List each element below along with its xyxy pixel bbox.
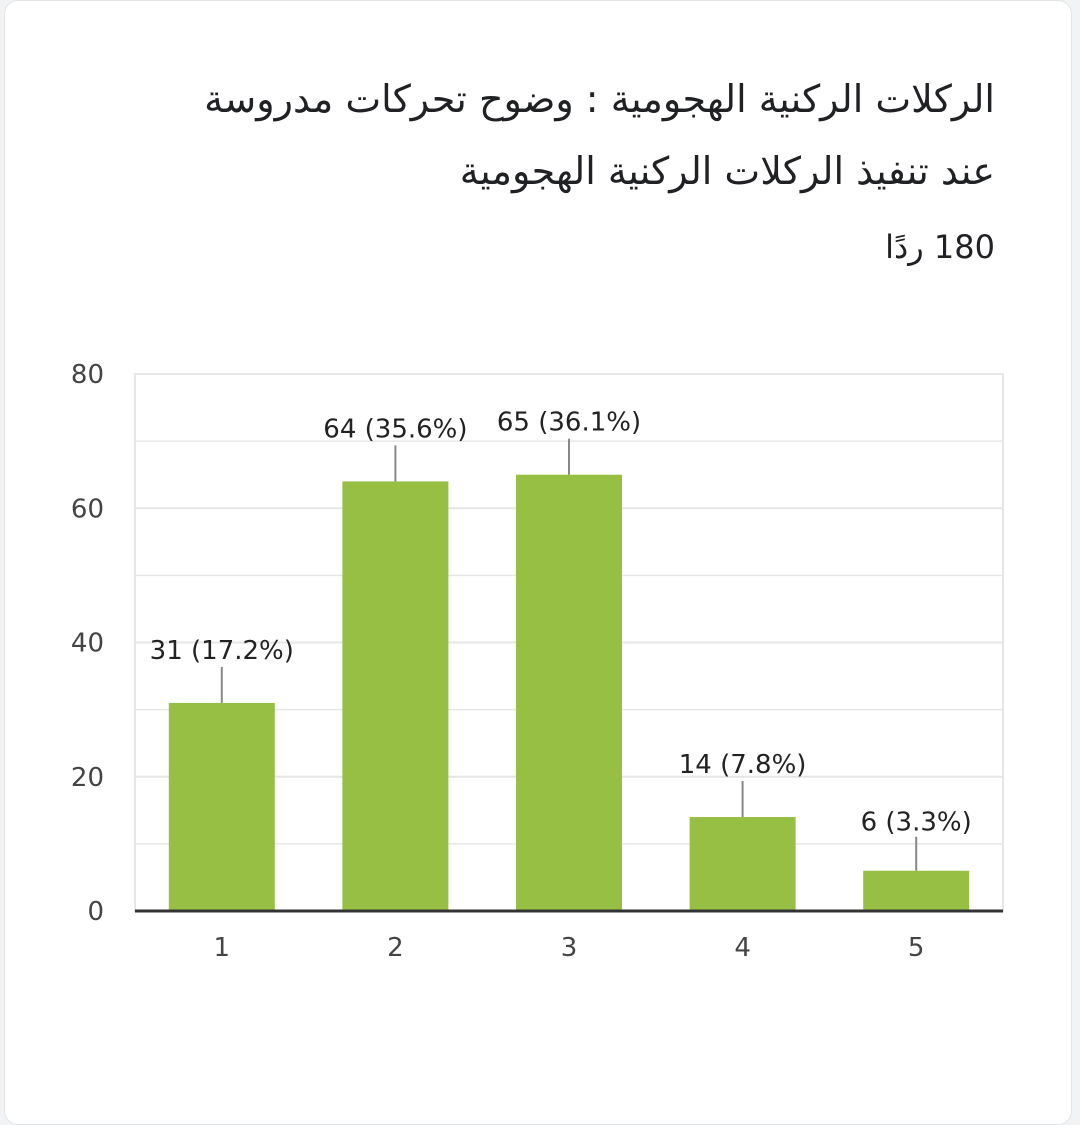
bar: [516, 474, 622, 911]
x-tick-label: 2: [387, 933, 404, 963]
y-tick-label: 40: [71, 629, 104, 659]
x-tick-label: 1: [214, 933, 231, 963]
y-tick-label: 60: [71, 494, 104, 524]
bar: [689, 817, 796, 911]
x-tick-label: 3: [561, 933, 578, 963]
x-tick-label: 5: [908, 933, 925, 963]
data-label: 64 (35.6%): [323, 414, 467, 444]
y-tick-label: 20: [71, 763, 104, 793]
y-tick-label: 0: [87, 897, 104, 927]
bar: [168, 702, 275, 911]
chart-title: الركلات الركنية الهجومية : وضوح تحركات م…: [204, 77, 995, 193]
data-label: 31 (17.2%): [150, 636, 294, 666]
bar: [863, 870, 970, 911]
data-label: 14 (7.8%): [679, 750, 807, 780]
data-label: 65 (36.1%): [497, 408, 641, 438]
y-tick-label: 80: [71, 360, 104, 390]
response-count: 180 ردًا: [885, 228, 995, 266]
x-tick-label: 4: [734, 933, 751, 963]
bar: [342, 481, 449, 911]
data-label: 6 (3.3%): [861, 808, 972, 838]
